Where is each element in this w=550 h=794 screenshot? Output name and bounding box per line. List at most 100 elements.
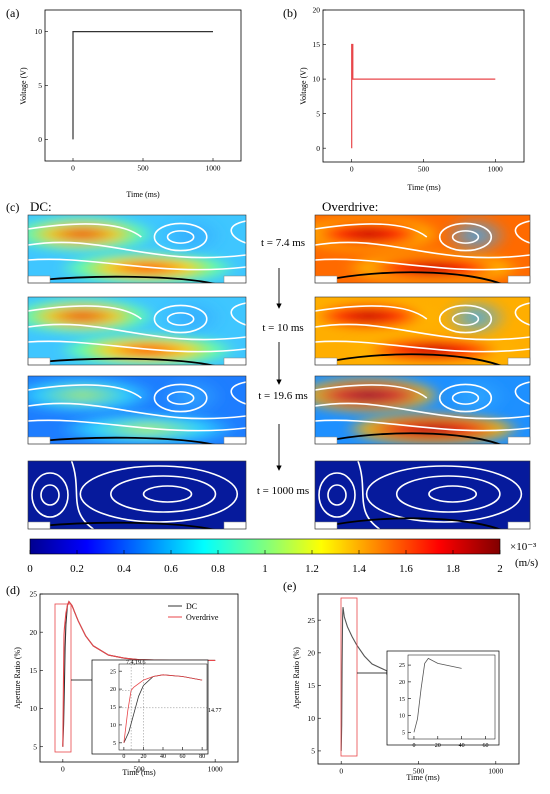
field-frame	[314, 375, 531, 445]
panel-e-inset-box	[386, 650, 500, 746]
field-vortex-left	[31, 472, 69, 518]
field-map-dc-3	[27, 375, 247, 445]
field-map-overdrive-4	[314, 460, 531, 530]
panel-b-y-tick-label-3: 15	[313, 40, 321, 49]
field-streamline-0	[315, 305, 428, 320]
panel-e-inset-y-tick-label-0: 5	[402, 730, 405, 736]
field-vortex-outer	[438, 222, 493, 252]
field-interface-curve	[39, 275, 215, 283]
colorbar-tick-label-2: 0.4	[117, 563, 131, 575]
field-streamline-2	[28, 340, 246, 353]
panel-d-inset-box	[91, 659, 209, 755]
colorbar-tick-label-9: 1.8	[446, 563, 460, 575]
field-hotspot-bottom	[342, 251, 524, 283]
colorbar-tick-label-7: 1.4	[352, 563, 366, 575]
field-vortex-core	[441, 376, 511, 417]
panel-e-label: (e)	[283, 579, 296, 593]
panel-e-inset-axes	[407, 654, 496, 740]
panel-d-legend: DC Overdrive	[168, 602, 219, 622]
field-electrode-left	[27, 521, 51, 530]
panel-d-inset-x-tick-label-4: 80	[199, 754, 205, 760]
panel-b-x-tick-label-2: 1000	[488, 165, 503, 174]
field-frame	[314, 460, 531, 530]
panel-d-series	[62, 600, 216, 747]
field-vortex-left	[318, 472, 356, 518]
field-frame	[314, 214, 531, 284]
field-map-overdrive-1	[314, 214, 531, 284]
panel-a-voltage-line	[72, 31, 213, 140]
panel-b-y-tick-label-0: 0	[316, 144, 320, 153]
colorbar-tick-label-5: 1	[262, 563, 268, 575]
field-streamline-2	[315, 258, 530, 271]
field-map-dc-4	[27, 460, 247, 530]
panel-a-x-tick-label-1: 500	[137, 164, 149, 173]
panel-a-y-label: Voltage (V)	[19, 67, 28, 105]
field-interface-curve	[39, 357, 215, 365]
panel-a-y-tick-label-2: 10	[35, 27, 43, 36]
panel-e-y-tick-label-3: 20	[308, 648, 316, 657]
field-electrode-right	[507, 521, 531, 530]
panel-d-inset-x-tick-label-0: 0	[122, 754, 125, 760]
panel-d-x-ticks: 0 500 1000	[61, 759, 223, 774]
field-electrode-right	[507, 275, 531, 284]
panel-e-y-tick-label-4: 25	[308, 616, 316, 625]
panel-c: (c) DC: Overdrive: t = 7.4 ms t = 10 ms …	[6, 199, 539, 575]
legend-overdrive-label: Overdrive	[186, 613, 219, 622]
panel-b-y-ticks: 0 5 10 15 20	[313, 6, 326, 153]
field-layer	[315, 215, 530, 283]
panel-d-label: (d)	[6, 583, 20, 597]
panel-e-inset-y-tick-label-2: 15	[399, 697, 405, 703]
panel-e-y-tick-label-1: 10	[308, 714, 316, 723]
panel-b-y-label: Voltage (V)	[299, 67, 308, 105]
field-vortex-right-inner	[142, 485, 193, 503]
field-map-overdrive-2	[314, 296, 531, 366]
panel-a-y-tick-label-1: 5	[38, 81, 42, 90]
field-frame	[27, 214, 247, 284]
field-vortex-right	[365, 465, 523, 523]
panel-d-inset-ticks: 0 20 40 60 80 5 10 15 20 25	[110, 669, 205, 760]
field-layer	[28, 297, 246, 365]
panel-d-x-tick-label-1: 500	[133, 765, 145, 774]
field-vortex-right-inner	[428, 485, 478, 503]
field-streamline-1	[315, 323, 530, 341]
field-interface-curve	[326, 517, 502, 529]
field-streamline-2	[315, 419, 530, 432]
field-vortex-core	[156, 215, 227, 256]
panel-b-x-label: Time (ms)	[407, 183, 441, 192]
field-vortex-inner	[166, 312, 195, 326]
panel-e-inset-x-tick-label-1: 20	[435, 743, 441, 749]
panel-d-inset-x-tick-label-3: 60	[180, 754, 186, 760]
panel-a-x-tick-label-0: 0	[71, 164, 75, 173]
overdrive-heading: Overdrive:	[322, 199, 378, 214]
dc-heading: DC:	[30, 199, 52, 214]
panel-b-x-ticks: 0 500 1000	[350, 159, 503, 174]
field-electrode-right	[223, 521, 247, 530]
time-label-4: t = 1000 ms	[257, 485, 309, 497]
panel-d-y-tick-label-2: 15	[30, 666, 38, 675]
panel-a-x-tick-label-2: 1000	[206, 164, 221, 173]
field-vortex-inner	[451, 312, 480, 326]
colorbar-scale: ×10⁻³	[510, 541, 537, 553]
field-layer	[315, 297, 530, 365]
time-label-1: t = 7.4 ms	[261, 237, 305, 249]
panel-e-zoom-box	[340, 597, 358, 757]
field-frame	[27, 296, 247, 366]
colorbar-tick-label-0: 0	[27, 563, 33, 575]
panel-d: (d) 0 500 1000 5 10 15 20 25 DC Overdrive 0 20 4…	[6, 583, 239, 777]
panel-d-inset-annot-level: 14.77	[208, 708, 222, 714]
field-streamline-3	[230, 220, 246, 244]
field-vortex-outer	[438, 383, 493, 413]
panel-d-y-label: Aperture Ratio (%)	[13, 647, 22, 709]
field-electrode-right	[507, 357, 531, 366]
field-vortex-outer	[153, 304, 208, 334]
field-interface-curve	[326, 432, 502, 444]
panel-e-y-label: Aperture Ratio (%)	[292, 647, 301, 709]
field-electrode-right	[507, 436, 531, 445]
field-streamline-2	[28, 258, 246, 271]
field-streamline-0	[28, 384, 142, 399]
field-electrode-right	[223, 275, 247, 284]
field-interface-curve	[326, 353, 502, 365]
panel-a-x-ticks: 0 500 1000	[71, 158, 221, 173]
field-streamline-mid	[357, 461, 380, 529]
